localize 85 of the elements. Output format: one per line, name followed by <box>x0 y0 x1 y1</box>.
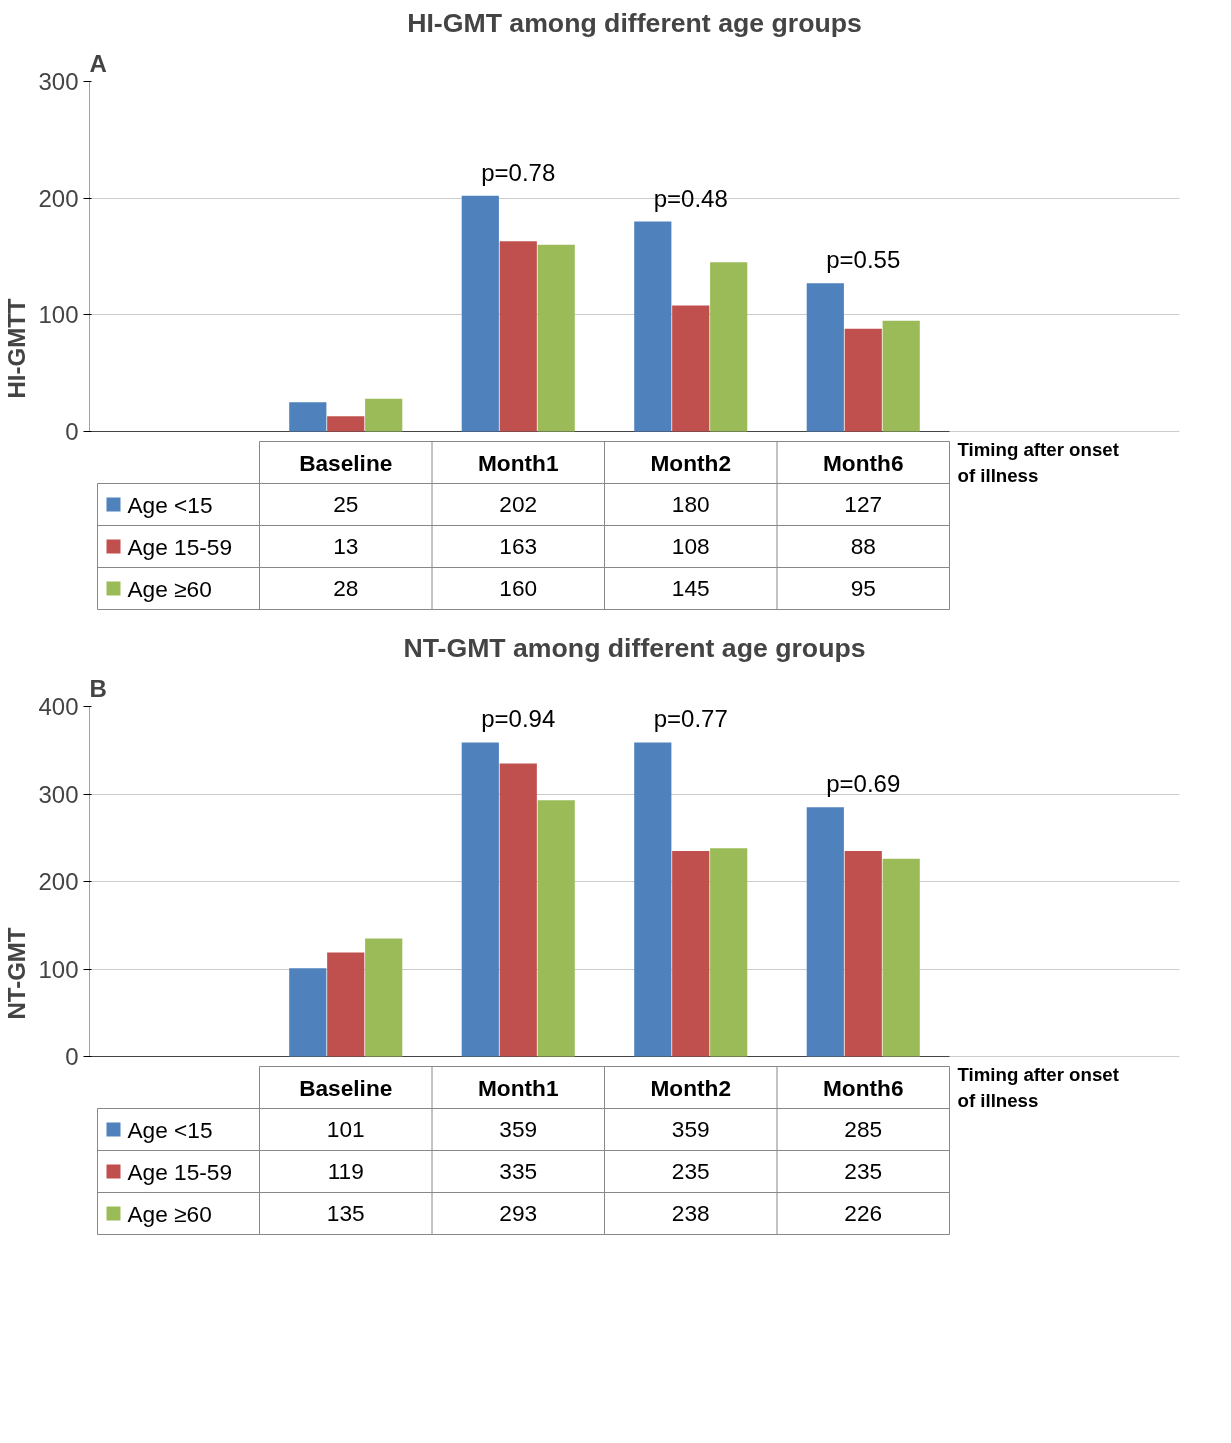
text: A <box>89 49 107 77</box>
bar <box>634 221 672 432</box>
bar <box>461 742 499 1057</box>
data-label: 25 <box>333 491 359 517</box>
data-label: 108 <box>671 533 710 559</box>
data-label: 163 <box>499 533 538 559</box>
bar <box>537 800 575 1057</box>
legend-label: Age <15 <box>127 491 213 518</box>
data-label: 13 <box>333 533 359 559</box>
text: B <box>89 674 107 702</box>
bar <box>844 328 882 432</box>
bar <box>365 398 403 432</box>
annotation: p=0.78 <box>481 158 556 186</box>
y-axis-title: NT-GMT <box>3 927 31 1020</box>
data-label: 145 <box>671 575 710 601</box>
chart-title: HI-GMT among different age groups <box>407 7 862 38</box>
legend-label: Age <15 <box>127 1116 213 1143</box>
x-tick-label: Month1 <box>477 449 559 476</box>
bar <box>710 262 748 432</box>
bar <box>327 416 365 432</box>
annotation: p=0.77 <box>653 705 728 733</box>
data-label: 135 <box>326 1200 365 1226</box>
y-tick-label: 300 <box>38 68 79 95</box>
bar <box>806 283 844 432</box>
legend-label: Age ≥60 <box>127 1200 212 1227</box>
bar <box>710 848 748 1057</box>
bar <box>806 807 844 1057</box>
y-axis-title: HI-GMTT <box>3 298 31 399</box>
data-label: 238 <box>671 1200 710 1226</box>
bar <box>499 241 537 432</box>
y-tick-label: 400 <box>38 693 79 720</box>
data-label: 226 <box>844 1200 883 1226</box>
annotation: p=0.48 <box>653 184 728 212</box>
bar <box>844 850 882 1057</box>
data-label: 119 <box>327 1158 364 1184</box>
data-label: 95 <box>850 575 876 601</box>
data-label: 359 <box>671 1116 710 1142</box>
bar <box>289 402 327 432</box>
bar <box>634 742 672 1057</box>
y-tick-label: 100 <box>38 955 79 983</box>
data-label: 235 <box>671 1158 710 1184</box>
data-label: 88 <box>850 533 876 559</box>
data-label: 127 <box>844 491 883 517</box>
x-tick-label: Baseline <box>299 449 393 476</box>
bar <box>327 952 365 1057</box>
data-label: 285 <box>844 1116 883 1142</box>
y-tick-label: 300 <box>38 780 79 808</box>
x-tick-label: Month6 <box>822 1074 904 1101</box>
bar <box>882 858 920 1057</box>
bar <box>672 850 710 1057</box>
legend-label: Age 15-59 <box>127 533 233 560</box>
y-tick-label: 0 <box>65 418 79 445</box>
legend-label: Age 15-59 <box>127 1158 233 1185</box>
x-tick-label: Month6 <box>822 449 904 476</box>
data-label: 235 <box>844 1158 883 1184</box>
data-label: 335 <box>499 1158 538 1184</box>
data-label: 28 <box>333 575 359 601</box>
bar <box>365 938 403 1057</box>
bar <box>499 763 537 1057</box>
x-tick-label: Month1 <box>477 1074 559 1101</box>
data-label: 202 <box>499 491 538 517</box>
bar <box>882 320 920 432</box>
bar <box>289 968 327 1057</box>
chart-title: NT-GMT among different age groups <box>403 632 866 663</box>
y-tick-label: 200 <box>38 868 79 895</box>
annotation: p=0.94 <box>481 705 556 733</box>
x-tick-label: Month2 <box>650 449 732 476</box>
data-label: 101 <box>326 1116 365 1142</box>
annotation: p=0.55 <box>826 246 901 274</box>
y-tick-label: 200 <box>38 184 79 212</box>
data-label: 359 <box>499 1116 538 1142</box>
bar <box>672 305 710 432</box>
data-label: 180 <box>671 491 710 517</box>
x-tick-label: Month2 <box>650 1074 732 1101</box>
x-axis-title: Timing after onset of illness <box>957 1064 1119 1111</box>
data-label: 293 <box>499 1200 538 1226</box>
y-tick-label: 100 <box>38 301 79 329</box>
legend-label: Age ≥60 <box>127 575 212 602</box>
data-label: 160 <box>499 575 538 601</box>
y-tick-label: 0 <box>65 1043 79 1070</box>
x-tick-label: Baseline <box>299 1074 393 1101</box>
annotation: p=0.69 <box>826 770 901 798</box>
bar <box>537 244 575 432</box>
bar <box>461 195 499 432</box>
x-axis-title: Timing after onset of illness <box>957 439 1119 486</box>
